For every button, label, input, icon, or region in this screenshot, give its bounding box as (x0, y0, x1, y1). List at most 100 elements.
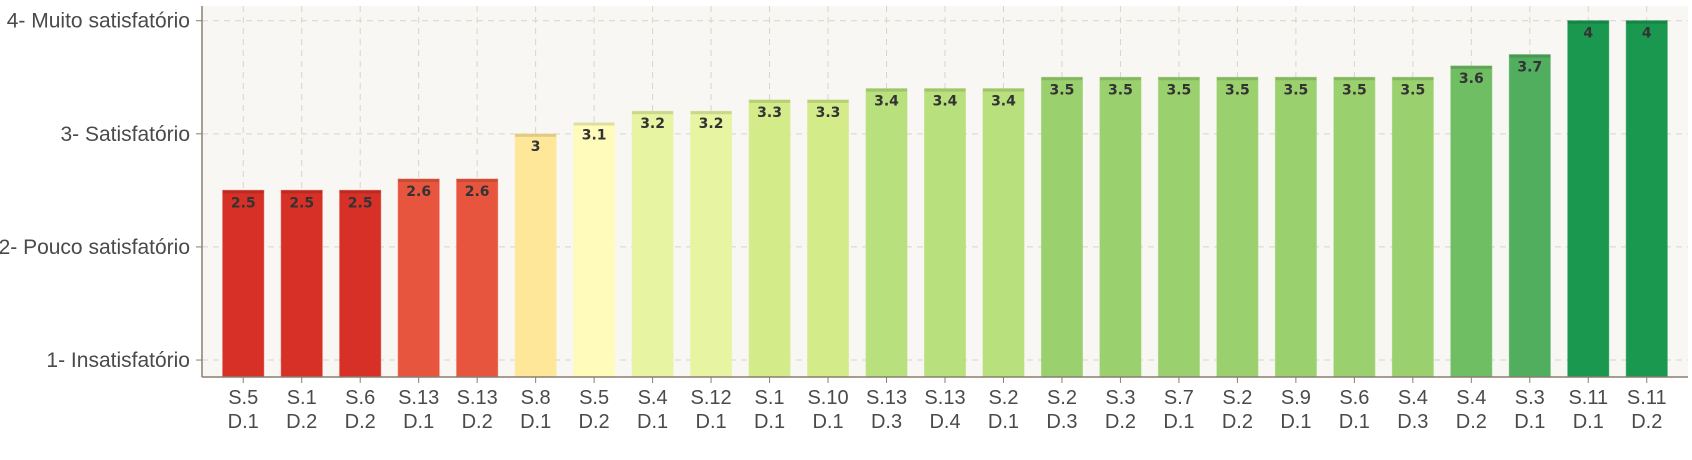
x-tick-label-line1: S.12 (691, 387, 732, 409)
bar-top-edge (1158, 77, 1200, 81)
bar (1099, 76, 1142, 378)
data-label: 3.3 (757, 105, 782, 121)
x-tick-label-line2: D.2 (462, 411, 493, 433)
x-tick-label-line2: D.3 (871, 411, 902, 433)
bar-top-edge (1626, 20, 1668, 24)
data-label: 2.6 (465, 184, 490, 200)
data-label: 4 (1642, 26, 1652, 42)
bar-top-edge (1392, 77, 1434, 81)
bar (1450, 65, 1493, 378)
x-tick-label-line1: S.13 (398, 387, 439, 409)
data-label: 3.2 (640, 116, 665, 132)
x-tick-label-line2: D.4 (929, 411, 960, 433)
x-tick-label-line2: D.2 (286, 411, 317, 433)
data-label: 3.5 (1283, 82, 1308, 98)
x-tick-label-line1: S.6 (1339, 387, 1369, 409)
x-tick-label-line2: D.2 (1631, 411, 1662, 433)
bar (748, 99, 791, 378)
x-tick-label-line2: D.1 (637, 411, 668, 433)
x-tick-label-line2: D.2 (579, 411, 610, 433)
bar (1157, 76, 1200, 378)
data-label: 3.4 (933, 94, 958, 110)
x-tick-label-line2: D.1 (403, 411, 434, 433)
x-tick-label-line2: D.1 (1280, 411, 1311, 433)
data-label: 3 (531, 139, 541, 155)
data-label: 3.1 (582, 128, 607, 144)
x-tick-label-line1: S.2 (1047, 387, 1077, 409)
x-tick-label-line2: D.1 (1163, 411, 1194, 433)
data-label: 2.5 (231, 195, 256, 211)
bar (222, 189, 265, 378)
x-tick-label-line1: S.13 (866, 387, 907, 409)
bar (1625, 20, 1668, 378)
bar (924, 88, 966, 378)
bar-top-edge (281, 190, 323, 194)
bar (1508, 54, 1551, 378)
data-label: 3.5 (1342, 82, 1367, 98)
x-tick-label-line2: D.1 (1573, 411, 1604, 433)
bar (514, 133, 557, 378)
x-tick-label-line1: S.3 (1515, 387, 1545, 409)
data-label: 3.5 (1108, 82, 1133, 98)
bar (1216, 76, 1259, 378)
y-tick-label: 4- Muito satisfatório (7, 10, 190, 33)
bar-top-edge (1333, 77, 1375, 81)
x-tick-label-line1: S.11 (1627, 387, 1667, 409)
x-tick-label-line1: S.3 (1105, 387, 1135, 409)
bar (865, 88, 908, 378)
x-tick-label-line2: D.1 (812, 411, 843, 433)
bar (982, 88, 1025, 378)
data-label: 3.5 (1225, 82, 1250, 98)
x-tick-label-line1: S.5 (228, 387, 258, 409)
bar (573, 122, 616, 378)
bar-top-edge (515, 133, 557, 137)
x-tick-label-line1: S.5 (579, 387, 609, 409)
bar (280, 189, 323, 378)
x-tick-label-line2: D.2 (1456, 411, 1487, 433)
bar-top-edge (1041, 77, 1083, 81)
bar-top-edge (807, 99, 849, 103)
x-tick-label-line1: S.1 (287, 387, 317, 409)
bar-top-edge (924, 88, 966, 92)
bar (807, 99, 850, 378)
x-tick-label-line1: S.4 (638, 387, 668, 409)
bar (1567, 20, 1610, 378)
y-axis-ticks: 1- Insatisfatório 2- Pouco satisfatório 3-… (0, 10, 202, 372)
data-label: 4 (1583, 26, 1593, 42)
x-tick-label-line2: D.2 (345, 411, 376, 433)
data-label: 3.7 (1517, 60, 1542, 76)
bar-top-edge (632, 111, 674, 115)
bar (631, 110, 674, 378)
data-label: 3.5 (1400, 82, 1425, 98)
y-tick-label: 2- Pouco satisfatório (0, 236, 190, 259)
bar-top-edge (690, 111, 732, 115)
x-tick-label-line1: S.10 (807, 387, 848, 409)
data-label: 2.5 (289, 195, 314, 211)
data-label: 2.5 (348, 195, 373, 211)
bar-top-edge (339, 190, 381, 194)
x-axis-ticks: S.5D.1S.1D.2S.6D.2S.13D.1S.13D.2S.8D.1S.… (228, 377, 1667, 433)
bar (1333, 76, 1376, 378)
x-tick-label-line1: S.13 (457, 387, 498, 409)
x-tick-label-line2: D.1 (696, 411, 727, 433)
y-tick-label: 3- Satisfatório (60, 123, 190, 146)
bar-top-edge (1450, 65, 1492, 69)
x-tick-label-line2: D.2 (1222, 411, 1253, 433)
bar-top-edge (1567, 20, 1609, 24)
x-tick-label-line2: D.3 (1397, 411, 1428, 433)
bar-top-edge (1275, 77, 1317, 81)
x-tick-label-line1: S.8 (521, 387, 551, 409)
bar-top-edge (982, 88, 1024, 92)
x-tick-label-line1: S.9 (1281, 387, 1311, 409)
x-tick-label-line2: D.1 (988, 411, 1019, 433)
axes (201, 6, 1688, 378)
x-tick-label-line1: S.13 (924, 387, 965, 409)
bar-top-edge (398, 179, 440, 183)
bars (222, 20, 1668, 378)
data-label: 3.3 (816, 105, 841, 121)
x-tick-label-line2: D.1 (520, 411, 551, 433)
bar-top-edge (573, 122, 615, 126)
x-tick-label-line2: D.1 (754, 411, 785, 433)
data-label: 3.6 (1459, 71, 1484, 87)
